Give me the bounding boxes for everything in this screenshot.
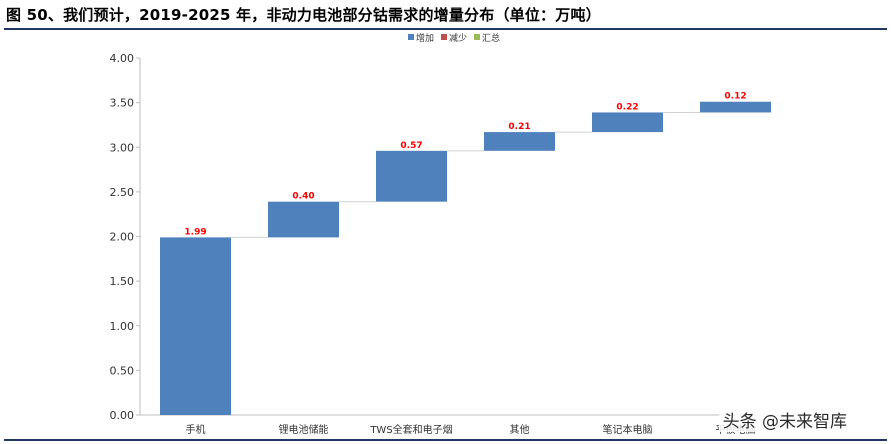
data-label: 0.22: [616, 102, 638, 112]
bar: [376, 150, 447, 202]
y-tick-label: 4.00: [110, 52, 135, 65]
bottom-divider: [4, 439, 887, 441]
x-tick-label: 锂电池储能: [279, 423, 329, 436]
legend-label: 汇总: [482, 32, 500, 44]
data-label: 0.40: [292, 192, 314, 202]
chart-legend: 增加 减少 汇总: [408, 32, 500, 44]
y-tick-label: 2.50: [110, 186, 135, 199]
y-tick-label: 2.00: [110, 231, 135, 244]
title-bar: 图 50、我们预计，2019-2025 年，非动力电池部分钴需求的增量分布（单位…: [0, 0, 891, 30]
legend-label: 减少: [449, 32, 467, 44]
title-divider: [4, 28, 887, 30]
legend-swatch: [474, 34, 480, 40]
data-label: 0.57: [400, 141, 422, 151]
data-label: 1.99: [184, 227, 206, 237]
bar: [160, 237, 231, 415]
legend-swatch: [408, 34, 414, 40]
legend-swatch: [441, 34, 447, 40]
data-label: 0.12: [724, 92, 746, 102]
figure-title: 图 50、我们预计，2019-2025 年，非动力电池部分钴需求的增量分布（单位…: [6, 6, 601, 24]
x-tick-label: 笔记本电脑: [603, 423, 653, 436]
x-tick-label: TWS全套和电子烟: [369, 423, 452, 436]
legend-label: 增加: [416, 32, 434, 44]
bar: [484, 132, 555, 151]
connector-lines: [231, 111, 700, 238]
bar: [268, 201, 339, 238]
y-tick-label: 3.00: [110, 141, 135, 154]
bars: [160, 101, 771, 415]
y-tick-label: 1.00: [110, 320, 135, 333]
x-tick-label: 其他: [510, 423, 530, 436]
watermark: 头条 @未来智库: [718, 407, 851, 432]
data-label: 0.21: [508, 122, 530, 132]
bar: [592, 112, 663, 133]
y-tick-label: 1.50: [110, 275, 135, 288]
x-axis-labels: 手机锂电池储能TWS全套和电子烟其他笔记本电脑平板电脑: [186, 423, 756, 436]
y-axis: 0.00 0.50 1.00 1.50 2.00 2.50 3.00 3.50 4.00: [110, 52, 810, 422]
x-tick-label: 手机: [186, 423, 206, 436]
data-labels: 1.99 0.40 0.57 0.21 0.22 0.12: [184, 92, 746, 238]
y-tick-label: 3.50: [110, 97, 135, 110]
y-tick-label: 0.50: [110, 364, 135, 377]
y-tick-label: 0.00: [110, 409, 135, 422]
bar: [700, 101, 771, 113]
